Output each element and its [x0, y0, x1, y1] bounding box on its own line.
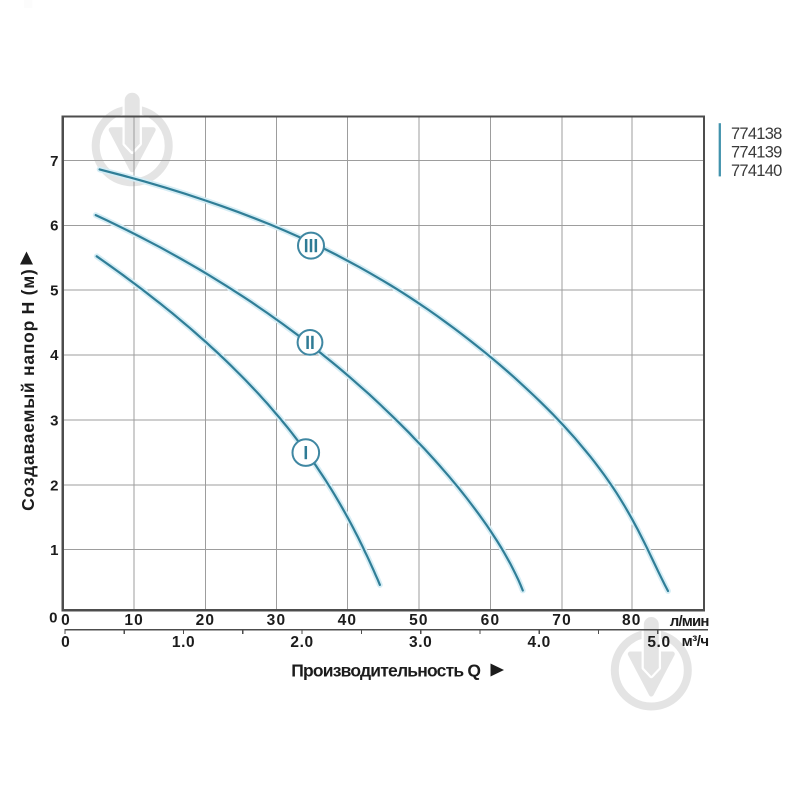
svg-text:1.0: 1.0 — [172, 634, 195, 651]
svg-text:5.0: 5.0 — [647, 634, 670, 651]
svg-text:5: 5 — [50, 283, 58, 300]
svg-text:Создаваемый напор Н (м): Создаваемый напор Н (м) — [18, 269, 38, 511]
svg-text:30: 30 — [267, 612, 287, 629]
svg-text:4.0: 4.0 — [528, 634, 551, 651]
svg-text:0: 0 — [61, 634, 70, 651]
svg-text:4: 4 — [50, 347, 59, 364]
svg-text:2: 2 — [50, 477, 58, 494]
svg-text:3: 3 — [50, 412, 58, 429]
svg-text:774138: 774138 — [731, 125, 782, 143]
svg-text:70: 70 — [552, 612, 572, 629]
svg-text:2.0: 2.0 — [290, 634, 313, 651]
svg-text:0: 0 — [49, 610, 57, 627]
svg-text:50: 50 — [409, 612, 429, 629]
svg-text:40: 40 — [338, 612, 358, 629]
svg-text:80: 80 — [622, 612, 642, 629]
svg-text:3.0: 3.0 — [409, 634, 432, 651]
svg-text:л/мин: л/мин — [670, 613, 710, 630]
svg-text:1: 1 — [50, 542, 58, 559]
svg-text:Производительность Q: Производительность Q — [291, 660, 480, 680]
svg-text:774140: 774140 — [731, 162, 782, 180]
svg-text:6: 6 — [50, 218, 58, 235]
svg-text:10: 10 — [124, 612, 144, 629]
svg-text:м³/ч: м³/ч — [682, 633, 709, 650]
svg-text:60: 60 — [481, 612, 501, 629]
svg-text:0: 0 — [61, 612, 71, 629]
svg-text:20: 20 — [196, 612, 216, 629]
svg-text:774139: 774139 — [731, 143, 782, 161]
svg-text:7: 7 — [50, 153, 58, 170]
